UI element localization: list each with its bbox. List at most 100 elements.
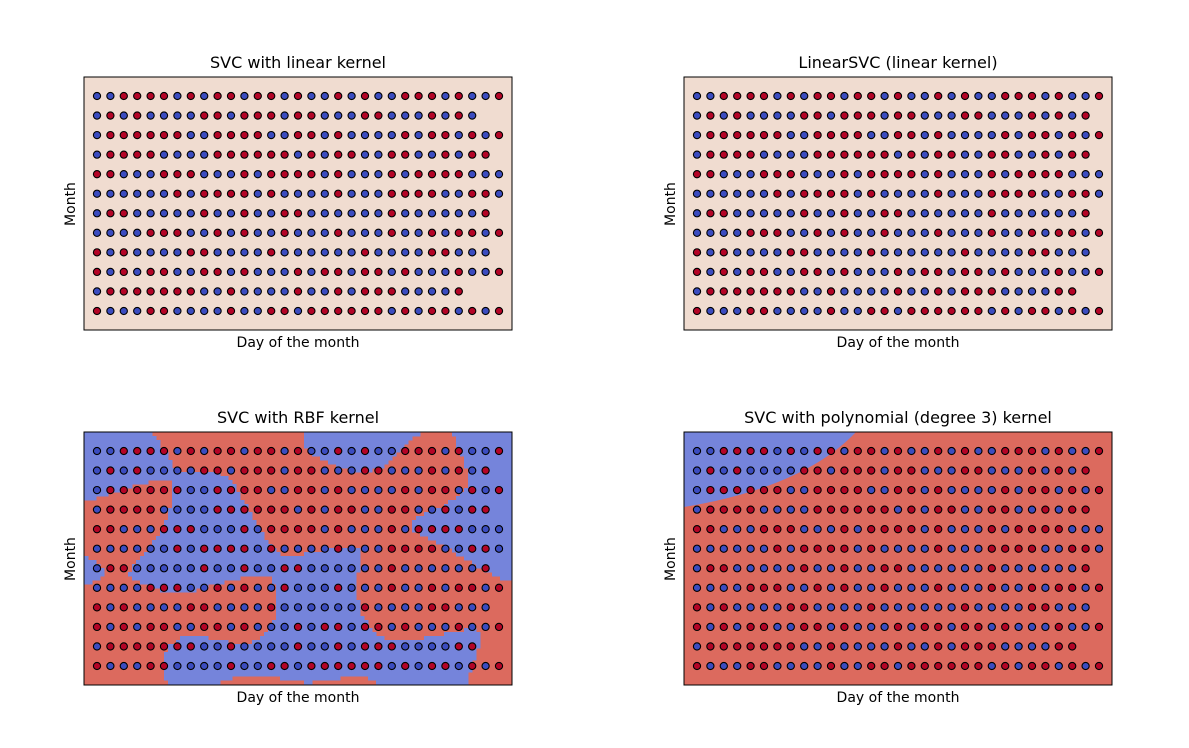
point-class-1: [692, 661, 702, 671]
point-class-1: [786, 170, 795, 179]
point-class-1: [853, 446, 862, 456]
point-class-1: [427, 446, 437, 456]
point-class-1: [1054, 228, 1063, 237]
point-class-1: [893, 111, 903, 120]
point-class-1: [293, 446, 303, 456]
point-class-1: [240, 544, 249, 553]
point-class-1: [1014, 170, 1023, 179]
point-class-0: [240, 306, 249, 316]
point-class-1: [733, 150, 742, 159]
point-class-0: [427, 150, 437, 159]
point-class-0: [387, 267, 396, 277]
point-class-0: [1068, 91, 1077, 101]
point-class-1: [719, 642, 728, 651]
point-class-1: [159, 170, 169, 179]
point-class-1: [119, 267, 128, 277]
point-class-0: [1027, 267, 1037, 277]
point-class-1: [401, 622, 410, 632]
point-class-0: [267, 583, 276, 592]
point-class-1: [813, 622, 822, 632]
point-class-0: [226, 564, 236, 573]
point-class-0: [947, 130, 956, 140]
point-class-0: [307, 248, 316, 257]
point-class-0: [853, 287, 862, 296]
point-class-0: [468, 248, 477, 257]
point-class-1: [427, 111, 437, 120]
point-class-0: [920, 505, 929, 514]
point-class-1: [186, 91, 195, 101]
point-class-1: [200, 111, 209, 120]
point-class-1: [481, 150, 490, 159]
point-class-0: [280, 287, 289, 296]
point-class-1: [800, 189, 809, 198]
point-class-0: [974, 189, 983, 198]
point-class-1: [813, 583, 822, 592]
point-class-1: [1041, 525, 1050, 534]
point-class-1: [133, 485, 142, 495]
point-class-0: [947, 287, 956, 296]
panel-linearsvc: LinearSVC (linear kernel) Day of the mon…: [663, 53, 1113, 351]
point-class-1: [374, 661, 383, 671]
point-class-1: [280, 505, 289, 514]
point-class-1: [1001, 267, 1010, 277]
point-class-0: [1014, 505, 1023, 514]
point-class-0: [773, 466, 782, 475]
point-class-0: [347, 564, 356, 573]
point-class-1: [360, 306, 370, 316]
point-class-0: [387, 485, 396, 495]
point-class-0: [1068, 170, 1077, 179]
point-class-0: [213, 642, 222, 651]
point-class-0: [1041, 544, 1050, 553]
point-class-1: [213, 485, 222, 495]
point-class-1: [934, 485, 943, 495]
point-class-0: [360, 228, 370, 237]
point-class-0: [692, 466, 702, 475]
point-class-0: [706, 661, 715, 671]
point-class-0: [733, 248, 742, 257]
point-class-0: [746, 111, 755, 120]
point-class-1: [320, 267, 329, 277]
point-class-1: [1041, 603, 1050, 612]
point-class-0: [146, 564, 155, 573]
point-class-0: [334, 209, 343, 218]
point-class-0: [1001, 287, 1010, 296]
point-class-1: [159, 287, 169, 296]
point-class-1: [826, 287, 836, 296]
point-class-1: [454, 446, 463, 456]
point-class-0: [1054, 485, 1063, 495]
point-class-1: [387, 189, 396, 198]
point-class-1: [119, 287, 128, 296]
point-class-1: [213, 111, 222, 120]
point-class-0: [360, 209, 370, 218]
y-axis-label: Month: [63, 537, 79, 581]
point-class-1: [920, 306, 929, 316]
point-class-0: [692, 446, 702, 456]
point-class-0: [146, 111, 155, 120]
point-class-1: [759, 642, 769, 651]
point-class-1: [907, 505, 916, 514]
point-class-0: [1041, 209, 1050, 218]
point-class-1: [454, 91, 463, 101]
point-class-0: [320, 642, 329, 651]
point-class-1: [146, 661, 155, 671]
point-class-1: [280, 564, 289, 573]
point-class-1: [692, 267, 702, 277]
point-class-1: [826, 130, 836, 140]
point-class-1: [267, 170, 276, 179]
point-class-0: [893, 248, 903, 257]
point-class-1: [401, 306, 410, 316]
point-class-0: [826, 564, 836, 573]
point-class-1: [1068, 544, 1077, 553]
point-class-1: [960, 446, 970, 456]
point-class-1: [441, 150, 450, 159]
point-class-1: [880, 306, 889, 316]
point-class-0: [267, 485, 276, 495]
point-class-1: [441, 603, 450, 612]
point-class-1: [706, 564, 715, 573]
point-class-0: [692, 91, 702, 101]
point-class-0: [920, 603, 929, 612]
point-class-1: [226, 642, 236, 651]
data-points: [92, 446, 504, 671]
point-class-1: [186, 287, 195, 296]
point-class-0: [226, 228, 236, 237]
